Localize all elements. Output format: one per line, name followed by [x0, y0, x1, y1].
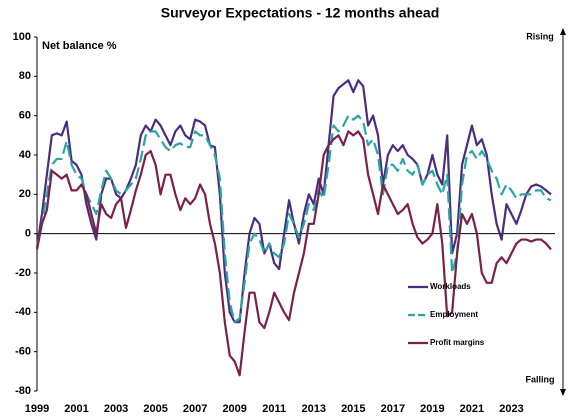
x-tick-label: 2019	[420, 403, 444, 415]
arrow-head-down	[560, 389, 566, 396]
legend-label: Employment	[430, 310, 478, 319]
x-tick-label: 2013	[302, 403, 326, 415]
y-tick-label: -20	[15, 267, 31, 279]
rising-label: Rising	[526, 31, 554, 41]
y-tick-label: 40	[19, 149, 31, 161]
chart-title: Surveyor Expectations - 12 months ahead	[161, 5, 440, 21]
y-tick-label: 0	[25, 228, 31, 240]
line-series	[35, 130, 552, 377]
y-tick-label: 80	[19, 70, 31, 82]
line-series	[35, 79, 552, 324]
x-tick-label: 2015	[341, 403, 365, 415]
legend-label: Workloads	[430, 282, 471, 291]
falling-label: Falling	[526, 374, 555, 384]
x-tick-label: 2003	[104, 403, 128, 415]
y-tick-label: 100	[13, 31, 31, 43]
x-tick-label: 2009	[222, 403, 246, 415]
line-series	[35, 114, 552, 324]
x-tick-label: 1999	[25, 403, 49, 415]
y-tick-label: 20	[19, 188, 31, 200]
x-tick-label: 2001	[64, 403, 88, 415]
x-tick-label: 2021	[460, 403, 484, 415]
x-tick-label: 2007	[183, 403, 207, 415]
legend-label: Profit margins	[430, 338, 485, 347]
y-tick-label: -80	[15, 385, 31, 397]
y-tick-label: -60	[15, 346, 31, 358]
x-tick-label: 2017	[381, 403, 405, 415]
x-tick-label: 2005	[143, 403, 167, 415]
x-tick-label: 2023	[499, 403, 523, 415]
y-axis-label: Net balance %	[42, 40, 117, 52]
arrow-head-up	[560, 28, 566, 35]
x-tick-label: 2011	[262, 403, 286, 415]
y-tick-label: -40	[15, 306, 31, 318]
y-tick-label: 60	[19, 110, 31, 122]
